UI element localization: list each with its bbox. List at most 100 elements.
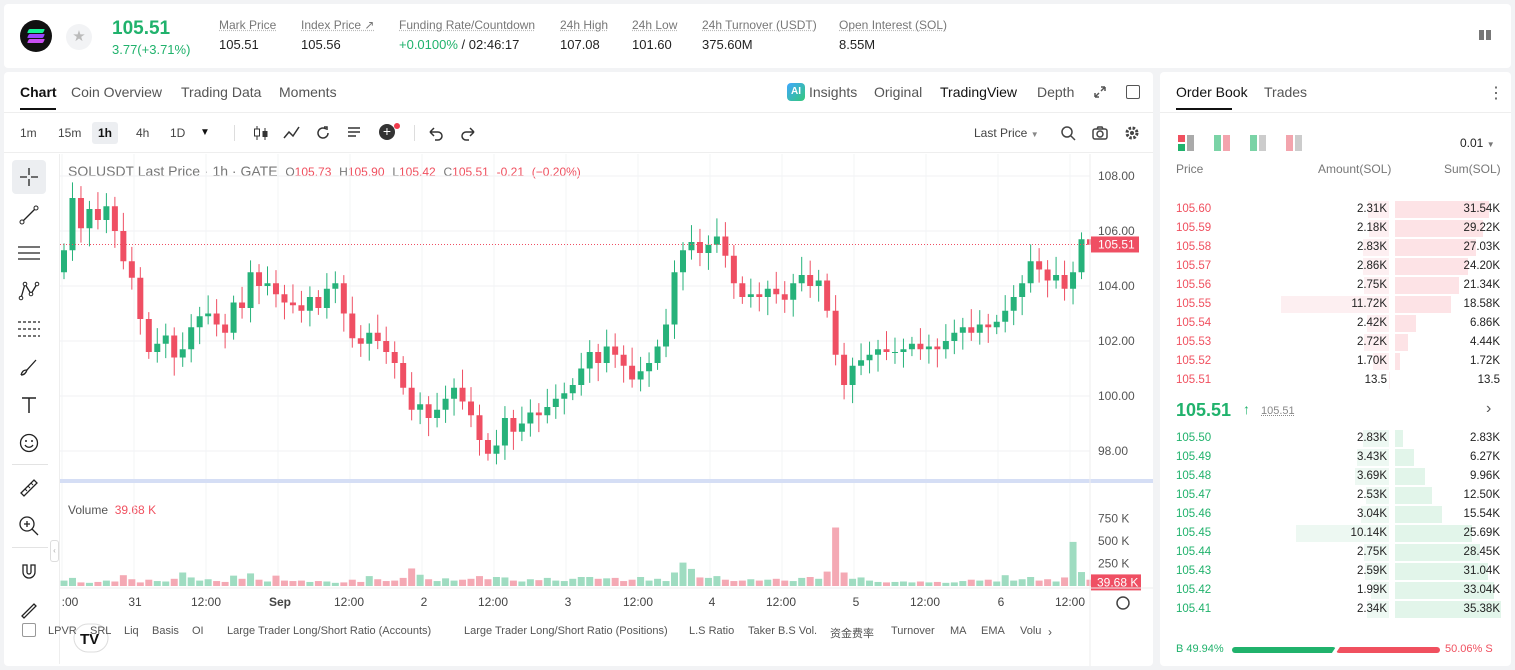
candle[interactable] — [340, 283, 347, 314]
layout-bids-icon[interactable] — [1250, 135, 1268, 154]
chart-tab[interactable]: Moments — [279, 84, 337, 100]
candle[interactable] — [883, 349, 890, 352]
indicator-item[interactable]: Basis — [152, 625, 179, 637]
candle[interactable] — [349, 313, 356, 339]
candle[interactable] — [179, 349, 186, 358]
volume-bar[interactable] — [357, 581, 365, 586]
ask-row[interactable]: 105.55 11.72K 18.58K — [1160, 295, 1511, 314]
indicator-item[interactable]: Liq — [124, 625, 139, 637]
candle[interactable] — [747, 294, 754, 297]
volume-bar[interactable] — [654, 578, 662, 586]
candle[interactable] — [171, 335, 178, 358]
volume-bar[interactable] — [713, 576, 721, 586]
candle[interactable] — [476, 415, 483, 440]
candle[interactable] — [722, 236, 729, 256]
candle[interactable] — [94, 209, 101, 220]
volume-bar[interactable] — [425, 579, 433, 586]
ai-insights-icon[interactable]: AI — [787, 83, 805, 101]
volume-bar[interactable] — [94, 581, 102, 586]
ask-row[interactable]: 105.53 2.72K 4.44K — [1160, 333, 1511, 352]
timeframe-button[interactable]: 4h — [136, 126, 150, 140]
precision-select[interactable]: 0.01 ▼ — [1460, 136, 1495, 150]
candle[interactable] — [272, 283, 279, 295]
expand-icon[interactable] — [1092, 84, 1108, 103]
camera-icon[interactable] — [1092, 125, 1108, 144]
volume-bar[interactable] — [755, 580, 763, 586]
candle[interactable] — [773, 288, 780, 295]
candle[interactable] — [137, 277, 144, 319]
candle[interactable] — [875, 349, 882, 355]
candle[interactable] — [985, 324, 992, 328]
volume-bar[interactable] — [230, 575, 238, 586]
volume-bar[interactable] — [348, 579, 356, 586]
volume-bar[interactable] — [509, 580, 517, 586]
candle[interactable] — [383, 341, 390, 352]
volume-bar[interactable] — [772, 578, 780, 586]
volume-bar[interactable] — [213, 581, 221, 586]
volume-bar[interactable] — [916, 581, 924, 587]
window-icon[interactable] — [1126, 85, 1140, 99]
volume-bar[interactable] — [1018, 579, 1026, 586]
candle[interactable] — [654, 346, 661, 364]
candle[interactable] — [815, 280, 822, 287]
volume-bar[interactable] — [340, 582, 348, 586]
volume-bar[interactable] — [552, 580, 560, 586]
volume-bar[interactable] — [620, 581, 628, 586]
candle[interactable] — [1036, 261, 1043, 270]
bid-row[interactable]: 105.46 3.04K 15.54K — [1160, 505, 1511, 524]
horizontal-lines-tool-icon[interactable] — [12, 236, 46, 270]
candle[interactable] — [849, 365, 856, 385]
candle-type-icon[interactable] — [252, 125, 270, 144]
bid-row[interactable]: 105.43 2.59K 31.04K — [1160, 562, 1511, 581]
tab-trades[interactable]: Trades — [1264, 84, 1308, 100]
candle[interactable] — [120, 231, 127, 262]
timeframe-button[interactable]: 1D — [170, 126, 186, 140]
book-guide-icon[interactable] — [1476, 26, 1494, 44]
candle[interactable] — [332, 283, 339, 289]
volume-bar[interactable] — [730, 581, 738, 586]
volume-bar[interactable] — [747, 579, 755, 586]
indicator-item[interactable]: EMA — [981, 625, 1005, 637]
candle[interactable] — [357, 338, 364, 344]
candle[interactable] — [425, 404, 432, 418]
volume-bar[interactable] — [764, 579, 772, 586]
ask-row[interactable]: 105.54 2.42K 6.86K — [1160, 314, 1511, 333]
candle[interactable] — [222, 324, 229, 333]
volume-bar[interactable] — [102, 580, 110, 586]
candle[interactable] — [408, 387, 415, 410]
candle[interactable] — [730, 255, 737, 284]
volume-bar[interactable] — [637, 577, 645, 586]
volume-bar[interactable] — [798, 577, 806, 586]
volume-bar[interactable] — [967, 579, 975, 586]
candle[interactable] — [908, 343, 915, 350]
settings-gear-icon[interactable] — [1124, 125, 1140, 144]
volume-bar[interactable] — [1069, 541, 1077, 586]
search-icon[interactable] — [1060, 125, 1076, 144]
volume-bar[interactable] — [1001, 575, 1009, 586]
candle[interactable] — [841, 354, 848, 385]
tab-order-book[interactable]: Order Book — [1176, 84, 1248, 100]
candle[interactable] — [781, 294, 788, 300]
candle[interactable] — [671, 272, 678, 325]
candle[interactable] — [705, 244, 712, 253]
indicator-item[interactable]: Large Trader Long/Short Ratio (Positions… — [464, 625, 668, 637]
volume-bar[interactable] — [662, 581, 670, 586]
expand-trades-chevron-icon[interactable]: › — [1486, 400, 1492, 417]
bid-row[interactable]: 105.42 1.99K 33.04K — [1160, 581, 1511, 600]
volume-bar[interactable] — [984, 579, 992, 586]
candle[interactable] — [391, 352, 398, 363]
candle[interactable] — [790, 283, 797, 300]
candle[interactable] — [959, 327, 966, 333]
indicators-icon[interactable] — [283, 125, 301, 144]
volume-bar[interactable] — [594, 578, 602, 586]
volume-bar[interactable] — [408, 568, 416, 586]
candle[interactable] — [459, 387, 466, 402]
volume-bar[interactable] — [170, 578, 178, 586]
volume-bar[interactable] — [781, 580, 789, 586]
candle[interactable] — [858, 360, 865, 366]
candle[interactable] — [824, 280, 831, 311]
candle[interactable] — [518, 423, 525, 432]
candle[interactable] — [925, 346, 932, 350]
candle[interactable] — [663, 324, 670, 347]
candle[interactable] — [764, 288, 771, 297]
